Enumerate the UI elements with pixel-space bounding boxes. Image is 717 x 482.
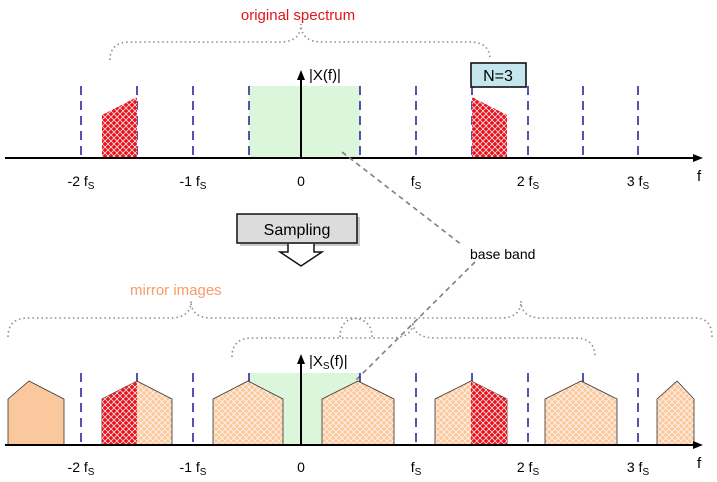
top-tick-label: 3 fS [627, 173, 650, 192]
top-tick-label: 0 [297, 173, 305, 189]
mirror-image [544, 380, 618, 446]
base-band-pointer-top [341, 151, 463, 246]
original-spectrum-left [102, 97, 137, 158]
n-box [470, 62, 527, 88]
top-y-axis-arrow [297, 70, 305, 80]
top-y-axis-label: |X(f)| [309, 67, 341, 84]
sampling-button-label: Sampling [264, 222, 331, 239]
bottom-y-axis-arrow [297, 354, 305, 364]
mirror-images-label: mirror images [130, 282, 222, 299]
mirror-brace-1 [7, 300, 373, 338]
bottom-f-axis-arrow [693, 441, 703, 449]
top-tick-label: -2 fS [68, 173, 95, 192]
top-f-axis-arrow [693, 154, 703, 162]
mirror-red-half-left [102, 381, 137, 445]
top-tick-label: -1 fS [180, 173, 207, 192]
mirror-image [656, 380, 695, 446]
bottom-tick-label: -1 fS [180, 459, 207, 478]
top-f-axis-label: f [697, 168, 702, 185]
bottom-tick-label: 2 fS [517, 459, 540, 478]
base-band-label: base band [470, 246, 535, 262]
bottom-y-axis-label: |XS(f)| [309, 353, 348, 372]
bottom-tick-label: 3 fS [627, 459, 650, 478]
base-band-region-top [249, 86, 360, 158]
mirror-red-half-right [471, 381, 507, 445]
sampling-button [236, 213, 360, 267]
mirror-brace-2 [231, 321, 596, 358]
mirror-brace-3 [339, 300, 713, 338]
bottom-tick-label: -2 fS [68, 459, 95, 478]
top-tick-label: 2 fS [517, 173, 540, 192]
original-spectrum-brace [109, 23, 491, 61]
top-tick-label: fS [411, 173, 422, 192]
base-band-pointer-bottom [354, 261, 476, 382]
bottom-tick-label: fS [411, 459, 422, 478]
original-spectrum-label: original spectrum [241, 7, 355, 24]
bottom-tick-label: 0 [297, 459, 305, 475]
bottom-f-axis-label: f [697, 455, 702, 472]
original-spectrum-right [472, 97, 507, 158]
n-box-label: N=3 [483, 68, 513, 85]
mirror-image [7, 380, 65, 446]
